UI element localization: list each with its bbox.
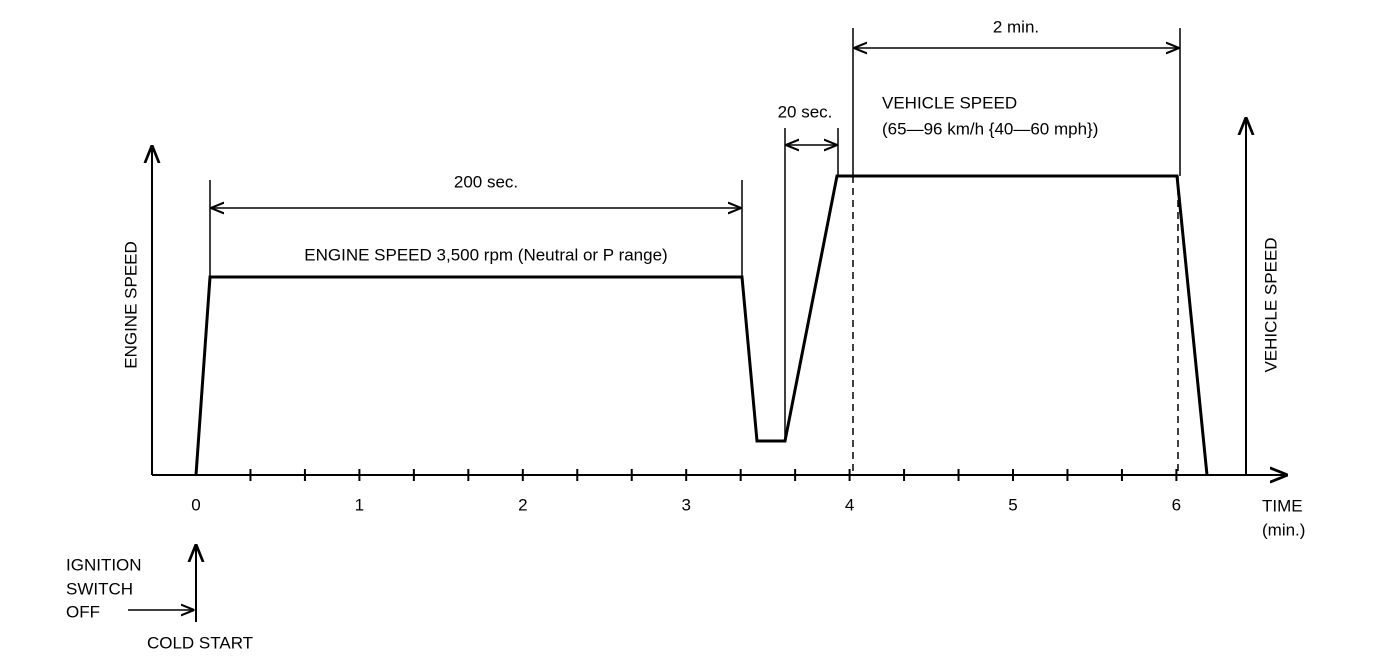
x-tick-label: 3: [681, 495, 690, 514]
ignition-text: OFF: [66, 602, 100, 621]
x-tick-label: 0: [191, 495, 200, 514]
duration-label: 200 sec.: [454, 172, 518, 191]
x-tick-label: 2: [518, 495, 527, 514]
duration-label: 20 sec.: [778, 102, 833, 121]
speed-profile: [194, 174, 1209, 476]
phase-label: ENGINE SPEED 3,500 rpm (Neutral or P ran…: [304, 245, 667, 264]
y-axis-label: VEHICLE SPEED: [1261, 237, 1280, 372]
x-tick-label: 5: [1008, 495, 1017, 514]
x-axis-unit: (min.): [1262, 520, 1305, 539]
phase-label: VEHICLE SPEED: [882, 93, 1017, 112]
y-axis-label: ENGINE SPEED: [121, 241, 140, 369]
x-tick-label: 4: [845, 495, 854, 514]
x-tick-label: 6: [1172, 495, 1181, 514]
ignition-text: IGNITION: [66, 555, 142, 574]
x-axis-label: TIME: [1262, 496, 1303, 515]
ignition-text: SWITCH: [66, 579, 133, 598]
phase-range: (65—96 km/h {40—60 mph}): [882, 119, 1098, 138]
duration-label: 2 min.: [993, 17, 1039, 36]
x-ticks: 0 1 2 3 4 5 6: [191, 469, 1181, 514]
cold-start: COLD START: [147, 633, 253, 652]
x-tick-label: 1: [355, 495, 364, 514]
